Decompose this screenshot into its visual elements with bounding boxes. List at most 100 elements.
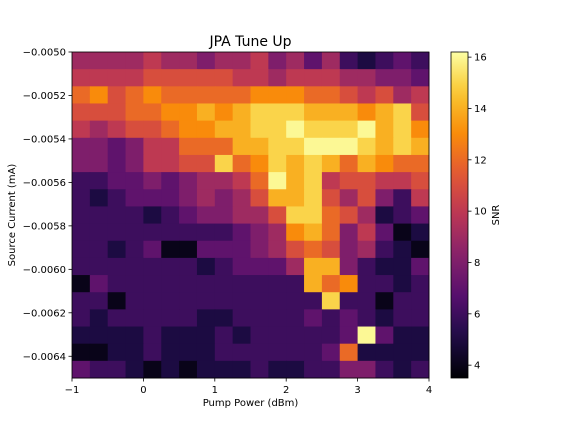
heatmap-cell — [304, 240, 323, 259]
heatmap-cell — [89, 275, 109, 293]
heatmap-cell — [125, 257, 144, 276]
heatmap-cell — [161, 309, 180, 328]
heatmap-cell — [321, 154, 341, 173]
heatmap-cell — [321, 326, 341, 345]
plot-frame — [71, 51, 430, 379]
x-tick-label: 3 — [354, 385, 360, 396]
heatmap-cell — [143, 292, 162, 310]
heatmap-cell — [250, 360, 269, 379]
heatmap-cell — [268, 137, 287, 156]
heatmap-cell — [107, 172, 127, 190]
heatmap-cell — [107, 52, 127, 70]
heatmap-cell — [393, 240, 412, 259]
colorbar-tick-label: 4 — [474, 361, 480, 372]
heatmap-cell — [196, 257, 216, 276]
heatmap-cell — [250, 257, 269, 276]
heatmap-cell — [375, 86, 394, 104]
heatmap-cell — [232, 86, 251, 104]
heatmap-cell — [107, 257, 127, 276]
heatmap-cell — [411, 326, 430, 345]
heatmap-cell — [411, 189, 430, 207]
heatmap-cell — [72, 292, 91, 310]
heatmap-cell — [72, 343, 91, 362]
x-tick-label: 1 — [212, 385, 218, 396]
heatmap-cell — [304, 86, 323, 104]
heatmap-cell — [107, 309, 127, 328]
heatmap-cells — [72, 52, 430, 379]
heatmap-cell — [339, 172, 359, 190]
heatmap-cell — [411, 52, 430, 70]
heatmap-cell — [89, 103, 109, 122]
heatmap-cell — [321, 189, 341, 207]
heatmap-cell — [232, 326, 251, 345]
heatmap-cell — [304, 69, 323, 87]
heatmap-cell — [72, 257, 91, 276]
y-axis-label: Source Current (mA) — [7, 164, 18, 267]
heatmap-cell — [268, 86, 287, 104]
heatmap-cell — [393, 275, 412, 293]
heatmap-cell — [143, 206, 162, 225]
heatmap-cell — [179, 52, 198, 70]
heatmap-cell — [393, 326, 412, 345]
heatmap-cell — [286, 189, 305, 207]
heatmap-cell — [179, 120, 198, 139]
heatmap-cell — [339, 309, 359, 328]
heatmap-cell — [393, 223, 412, 242]
heatmap-cell — [107, 69, 127, 87]
heatmap-cell — [393, 343, 412, 362]
heatmap-cell — [161, 137, 180, 156]
heatmap-cell — [321, 103, 341, 122]
heatmap-cell — [143, 86, 162, 104]
heatmap-cell — [393, 52, 412, 70]
heatmap-cell — [72, 120, 91, 139]
heatmap-cell — [286, 223, 305, 242]
heatmap-cell — [286, 69, 305, 87]
y-tick-label: −0.0054 — [23, 134, 66, 145]
heatmap-cell — [411, 240, 430, 259]
heatmap-cell — [161, 172, 180, 190]
heatmap-cell — [304, 275, 323, 293]
heatmap-cell — [375, 292, 394, 310]
heatmap-cell — [339, 360, 359, 379]
heatmap-cell — [214, 257, 234, 276]
heatmap-cell — [393, 120, 412, 139]
heatmap-cell — [72, 206, 91, 225]
heatmap-cell — [411, 343, 430, 362]
heatmap-cell — [339, 206, 359, 225]
heatmap-cell — [339, 120, 359, 139]
heatmap-cell — [125, 137, 144, 156]
heatmap-cell — [232, 206, 251, 225]
heatmap-cell — [393, 257, 412, 276]
heatmap-cell — [143, 240, 162, 259]
heatmap-cell — [232, 309, 251, 328]
heatmap-cell — [357, 240, 376, 259]
heatmap-cell — [72, 154, 91, 173]
heatmap-cell — [375, 360, 394, 379]
heatmap-cell — [214, 189, 234, 207]
heatmap-cell — [196, 154, 216, 173]
heatmap-cell — [143, 154, 162, 173]
heatmap-cell — [411, 172, 430, 190]
heatmap-cell — [321, 223, 341, 242]
heatmap-cell — [250, 206, 269, 225]
heatmap-cell — [72, 189, 91, 207]
heatmap-cell — [375, 223, 394, 242]
heatmap-cell — [375, 343, 394, 362]
heatmap-cell — [179, 309, 198, 328]
heatmap-cell — [232, 103, 251, 122]
heatmap-cell — [375, 240, 394, 259]
heatmap-cell — [125, 309, 144, 328]
colorbar-tick-label: 14 — [474, 104, 487, 115]
heatmap-cell — [196, 360, 216, 379]
heatmap-cell — [89, 120, 109, 139]
heatmap-cell — [304, 257, 323, 276]
heatmap-cell — [250, 309, 269, 328]
heatmap-cell — [107, 275, 127, 293]
heatmap-cell — [411, 154, 430, 173]
heatmap-cell — [286, 206, 305, 225]
heatmap-cell — [72, 275, 91, 293]
heatmap-cell — [304, 360, 323, 379]
heatmap-cell — [232, 52, 251, 70]
heatmap-cell — [72, 326, 91, 345]
heatmap-cell — [232, 240, 251, 259]
